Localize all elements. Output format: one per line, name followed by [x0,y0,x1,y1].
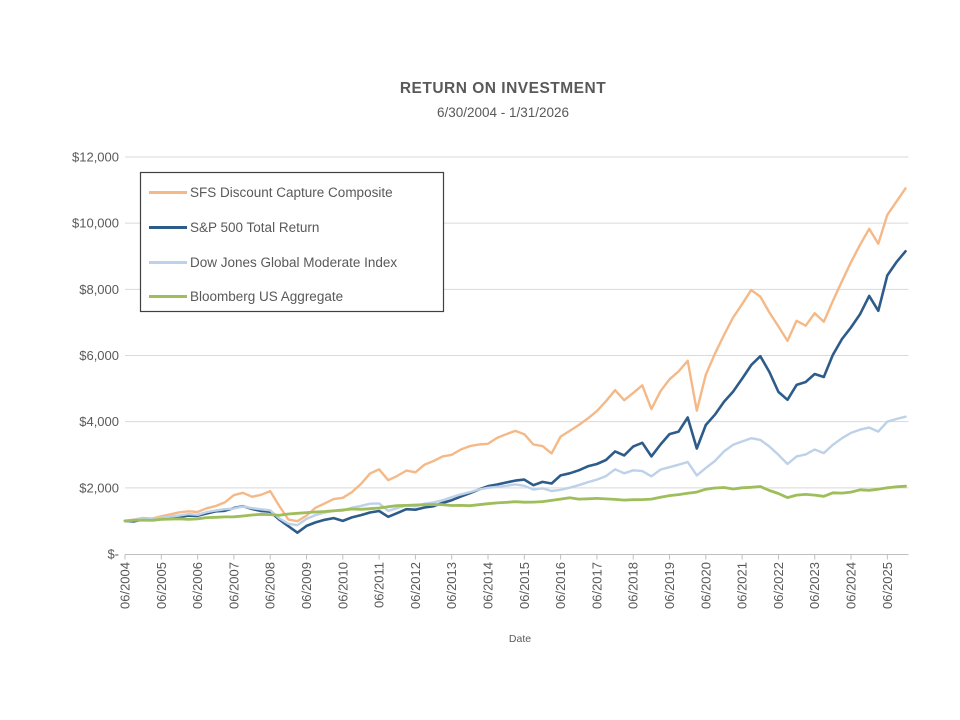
series-line-2 [123,415,907,527]
y-tick-label: $6,000 [79,348,119,363]
axes [124,554,909,560]
legend-label-sp500: S&P 500 Total Return [190,220,319,235]
x-tick-label: 06/2006 [190,562,205,609]
y-tick-label: $8,000 [79,282,119,297]
x-tick-label: 06/2014 [481,562,496,609]
legend-label-bloomberg: Bloomberg US Aggregate [190,289,343,304]
y-tick-label: $2,000 [79,480,119,495]
series-line-0 [123,187,907,523]
legend: SFS Discount Capture Composite S&P 500 T… [139,171,445,313]
x-tick-label: 06/2025 [880,562,895,609]
y-tick-label: $10,000 [72,216,119,231]
x-tick-label: 06/2016 [553,562,568,609]
x-axis-labels: 06/2004 06/2005 06/2006 06/2007 06/2008 06/20… [118,562,895,609]
x-tick-label: 06/2005 [154,562,169,609]
x-tick-label: 06/2022 [771,562,786,609]
x-tick-label: 06/2020 [698,562,713,609]
x-tick-label: 06/2008 [263,562,278,609]
legend-item-sp500: S&P 500 Total Return [149,220,319,235]
x-tick-label: 06/2010 [335,562,350,609]
x-tick-label: 06/2023 [807,562,822,609]
x-axis-title: Date [509,633,531,645]
series-lines [123,187,907,535]
x-tick-label: 06/2013 [444,562,459,609]
y-axis-labels: $- $2,000 $4,000 $6,000 $8,000 $10,000 $12,000 [72,150,119,562]
x-tick-label: 06/2011 [372,562,387,608]
x-tick-label: 06/2021 [735,562,750,609]
chart-title: RETURN ON INVESTMENT [400,80,606,97]
legend-box [139,171,445,313]
x-tick-label: 06/2004 [118,562,133,609]
legend-item-dowjones: Dow Jones Global Moderate Index [149,255,397,270]
x-tick-label: 06/2007 [226,562,241,609]
legend-label-dowjones: Dow Jones Global Moderate Index [190,255,397,270]
legend-label-sfs: SFS Discount Capture Composite [190,185,393,200]
x-tick-label: 06/2024 [844,562,859,609]
x-tick-label: 06/2009 [299,562,314,609]
x-tick-label: 06/2017 [589,562,604,609]
y-tick-label: $12,000 [72,150,119,165]
x-tick-label: 06/2012 [408,562,423,609]
series-line-3 [123,484,907,523]
y-tick-label: $- [107,547,119,562]
chart-subtitle: 6/30/2004 - 1/31/2026 [437,105,569,120]
x-tick-label: 06/2018 [626,562,641,609]
x-tick-label: 06/2019 [662,562,677,609]
legend-item-bloomberg: Bloomberg US Aggregate [149,289,343,304]
y-tick-label: $4,000 [79,414,119,429]
x-tick-label: 06/2015 [517,562,532,609]
legend-item-sfs: SFS Discount Capture Composite [149,185,393,200]
